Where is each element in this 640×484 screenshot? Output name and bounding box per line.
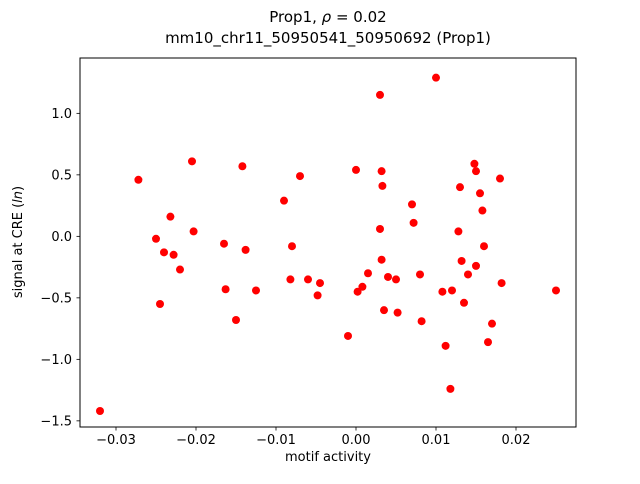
- scatter-point: [241, 245, 250, 254]
- scatter-point: [156, 300, 164, 308]
- x-tick-label: 0.01: [422, 433, 451, 448]
- scatter-point: [288, 242, 296, 251]
- scatter-point: [457, 256, 466, 265]
- y-axis-label-suffix: ): [11, 186, 26, 191]
- scatter-point: [280, 196, 288, 205]
- scatter-point: [160, 248, 168, 257]
- scatter-point: [316, 279, 324, 288]
- scatter-point: [488, 319, 496, 328]
- scatter-point: [392, 275, 400, 284]
- y-tick-label: 0.0: [51, 230, 72, 245]
- scatter-point: [446, 384, 455, 393]
- scatter-point: [377, 255, 386, 264]
- rho-symbol: ρ: [322, 8, 332, 26]
- scatter-point: [441, 341, 450, 350]
- scatter-point: [476, 189, 484, 198]
- scatter-point: [409, 218, 418, 227]
- scatter-point: [238, 162, 247, 171]
- y-axis-label-prefix: signal at CRE (: [11, 203, 26, 298]
- scatter-point: [364, 269, 372, 278]
- scatter-point: [252, 286, 260, 295]
- y-axis-label-italic: ln: [11, 191, 26, 203]
- y-tick-label: −1.5: [40, 414, 72, 429]
- y-tick-label: −0.5: [40, 291, 72, 306]
- x-tick-label: −0.02: [176, 433, 216, 448]
- scatter-point: [552, 286, 560, 295]
- scatter-point: [152, 234, 160, 243]
- scatter-point: [134, 175, 143, 184]
- scatter-point: [470, 159, 479, 168]
- scatter-point: [176, 265, 184, 274]
- x-axis-label: motif activity: [285, 450, 371, 465]
- scatter-point: [417, 317, 426, 326]
- chart-title-prefix: Prop1,: [269, 8, 321, 26]
- scatter-point: [286, 275, 295, 284]
- x-tick-label: −0.01: [256, 433, 296, 448]
- axes-spines: [79, 57, 577, 428]
- scatter-point: [464, 270, 472, 279]
- scatter-point: [313, 291, 322, 300]
- chart-title-suffix: = 0.02: [331, 8, 387, 26]
- y-axis-label: signal at CRE (ln): [11, 186, 26, 298]
- chart-subtitle: mm10_chr11_50950541_50950692 (Prop1): [165, 29, 491, 48]
- scatter-point: [460, 298, 468, 307]
- scatter-point: [408, 200, 416, 209]
- scatter-point: [188, 157, 196, 166]
- scatter-point: [380, 306, 388, 315]
- scatter-point: [352, 165, 360, 174]
- scatter-point: [497, 279, 506, 288]
- scatter-point: [377, 167, 386, 176]
- scatter-point: [166, 212, 175, 221]
- scatter-point: [344, 331, 352, 340]
- scatter-point: [220, 239, 228, 248]
- y-tick-label: 1.0: [51, 107, 72, 122]
- scatter-point: [221, 285, 230, 294]
- scatter-point: [478, 206, 487, 215]
- scatter-point: [484, 338, 492, 347]
- scatter-point: [96, 407, 104, 416]
- scatter-point: [393, 308, 402, 317]
- scatter-point: [472, 261, 480, 270]
- scatter-point: [296, 172, 304, 181]
- scatter-point: [353, 287, 362, 296]
- scatter-point: [376, 224, 384, 233]
- scatter-point: [416, 270, 424, 279]
- scatter-point: [472, 167, 480, 176]
- scatter-point: [378, 181, 387, 190]
- x-tick-label: 0.02: [502, 433, 531, 448]
- scatter-point: [456, 183, 464, 192]
- scatter-point: [169, 250, 178, 259]
- scatter-point: [432, 73, 440, 82]
- scatter-point: [304, 275, 312, 284]
- scatter-point: [189, 227, 198, 236]
- plot-area: −0.03 −0.02 −0.01 0.00 0.01 0.02 −1.5 −1.0 −0.5 0…: [40, 57, 577, 448]
- scatter-point: [232, 315, 240, 324]
- scatter-point: [358, 282, 367, 291]
- scatter-point: [454, 227, 463, 236]
- x-tick-label: 0.00: [342, 433, 371, 448]
- chart-title: Prop1, ρ = 0.02: [269, 8, 386, 26]
- scatter-point: [448, 286, 456, 295]
- scatter-point: [384, 272, 392, 281]
- y-tick-label: −1.0: [40, 353, 72, 368]
- scatter-point: [480, 242, 488, 251]
- scatter-point: [376, 90, 384, 99]
- y-tick-label: 0.5: [51, 168, 72, 183]
- x-tick-label: −0.03: [96, 433, 136, 448]
- scatter-point: [496, 174, 504, 183]
- scatter-point: [438, 287, 447, 296]
